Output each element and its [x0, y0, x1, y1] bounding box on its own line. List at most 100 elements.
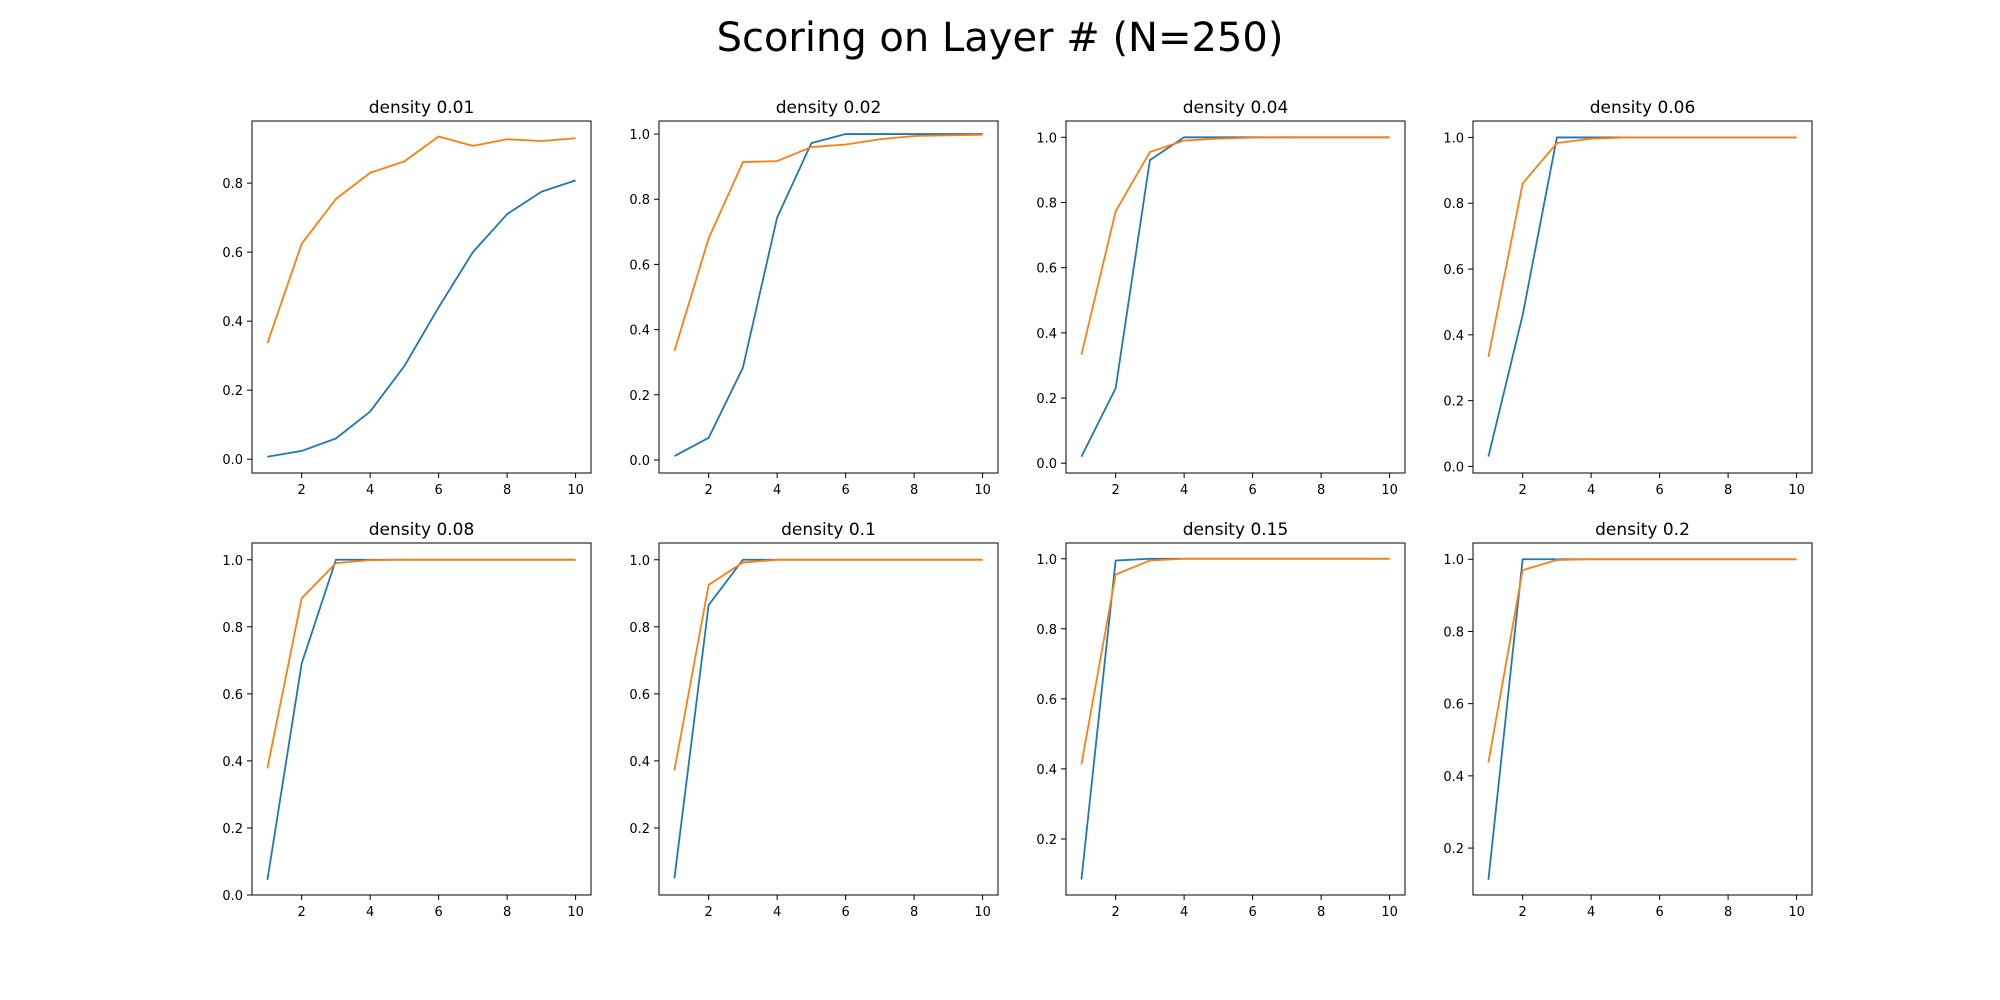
y-tick-label: 1.0 — [1443, 553, 1464, 568]
y-tick-label: 0.2 — [629, 822, 650, 837]
subplot-title: density 0.01 — [369, 98, 475, 118]
y-tick-label: 1.0 — [629, 128, 650, 143]
axes-frame — [658, 120, 999, 474]
subplot-grid: density 0.01 2 4 6 8 10 0.0 0.2 0.4 0.6 0.8 density… — [222, 98, 1813, 920]
y-tick-label: 0.8 — [629, 621, 650, 636]
series-line-1 — [1080, 557, 1390, 765]
x-tick-label: 10 — [1381, 483, 1398, 498]
subplot-panel: density 0.04 2 4 6 8 10 0.0 0.2 0.4 0.6 0.8 1.0 — [1036, 98, 1406, 498]
y-tick-label: 1.0 — [222, 554, 243, 569]
subplot-panel: density 0.15 2 4 6 8 10 0.2 0.4 0.6 0.8 1.0 — [1036, 520, 1406, 920]
x-tick-label: 10 — [974, 483, 991, 498]
x-tick-label: 4 — [1180, 905, 1188, 920]
y-tick-label: 0.2 — [222, 822, 243, 837]
x-tick-label: 8 — [1724, 905, 1732, 920]
subplot-panel: density 0.01 2 4 6 8 10 0.0 0.2 0.4 0.6 0.8 — [222, 98, 592, 498]
y-tick-label: 0.4 — [629, 324, 650, 339]
series-line-1 — [673, 558, 983, 771]
y-tick-label: 0.4 — [629, 755, 650, 770]
y-tick-label: 0.6 — [1036, 693, 1057, 708]
y-tick-label: 0.6 — [222, 246, 243, 261]
x-tick-label: 8 — [1724, 483, 1732, 498]
x-tick-label: 10 — [974, 905, 991, 920]
x-tick-label: 2 — [705, 905, 713, 920]
y-tick-label: 0.2 — [1036, 392, 1057, 407]
y-tick-label: 1.0 — [1443, 131, 1464, 146]
y-tick-label: 0.8 — [222, 621, 243, 636]
x-tick-label: 10 — [567, 483, 584, 498]
y-tick-label: 0.2 — [629, 389, 650, 404]
series-line-0 — [673, 558, 983, 879]
subplot-title: density 0.04 — [1183, 98, 1289, 118]
y-tick-label: 0.2 — [222, 384, 243, 399]
y-tick-label: 0.2 — [1443, 395, 1464, 410]
y-tick-label: 0.6 — [629, 258, 650, 273]
y-tick-label: 0.6 — [1036, 262, 1057, 277]
x-tick-label: 6 — [841, 483, 849, 498]
axes-frame — [1472, 542, 1813, 896]
x-tick-label: 6 — [841, 905, 849, 920]
series-line-0 — [673, 133, 983, 457]
subplot-title: density 0.2 — [1595, 520, 1690, 540]
x-tick-label: 8 — [910, 483, 918, 498]
y-tick-label: 0.4 — [222, 315, 243, 330]
y-tick-label: 1.0 — [1036, 553, 1057, 568]
x-tick-label: 6 — [1248, 483, 1256, 498]
x-tick-label: 2 — [1519, 483, 1527, 498]
series-line-1 — [1487, 136, 1797, 358]
y-tick-label: 0.6 — [629, 688, 650, 703]
series-line-0 — [1487, 558, 1797, 880]
series-line-1 — [1080, 136, 1390, 355]
y-tick-label: 0.0 — [222, 889, 243, 904]
series-line-1 — [673, 133, 983, 352]
x-tick-label: 2 — [298, 483, 306, 498]
y-tick-label: 0.2 — [1443, 842, 1464, 857]
x-tick-label: 6 — [1248, 905, 1256, 920]
x-tick-label: 6 — [434, 905, 442, 920]
x-tick-label: 10 — [1381, 905, 1398, 920]
subplot-title: density 0.02 — [776, 98, 882, 118]
series-line-0 — [267, 179, 576, 458]
subplot-title: density 0.15 — [1183, 520, 1289, 540]
x-tick-label: 6 — [1655, 905, 1663, 920]
figure-title: Scoring on Layer # (N=250) — [717, 15, 1284, 61]
x-tick-label: 2 — [1112, 483, 1120, 498]
y-tick-label: 0.4 — [1036, 327, 1057, 342]
y-tick-label: 0.8 — [222, 177, 243, 192]
y-tick-label: 0.4 — [1443, 770, 1464, 785]
x-tick-label: 4 — [1587, 905, 1595, 920]
axes-frame — [1065, 542, 1406, 896]
y-tick-label: 0.8 — [1443, 197, 1464, 212]
x-tick-label: 2 — [1112, 905, 1120, 920]
x-tick-label: 6 — [434, 483, 442, 498]
x-tick-label: 8 — [503, 483, 511, 498]
series-line-0 — [1487, 136, 1797, 457]
y-tick-label: 1.0 — [1036, 131, 1057, 146]
x-tick-label: 10 — [567, 905, 584, 920]
x-tick-label: 4 — [773, 483, 781, 498]
y-tick-label: 0.0 — [222, 453, 243, 468]
x-tick-label: 4 — [1587, 483, 1595, 498]
x-tick-label: 10 — [1788, 905, 1805, 920]
x-tick-label: 10 — [1788, 483, 1805, 498]
x-tick-label: 2 — [705, 483, 713, 498]
y-tick-label: 1.0 — [629, 554, 650, 569]
subplot-panel: density 0.1 2 4 6 8 10 0.2 0.4 0.6 0.8 1.0 — [629, 520, 999, 920]
x-tick-label: 8 — [1317, 483, 1325, 498]
y-tick-label: 0.8 — [629, 193, 650, 208]
series-line-1 — [266, 135, 576, 344]
subplot-title: density 0.06 — [1590, 98, 1696, 118]
subplot-title: density 0.08 — [369, 520, 475, 540]
x-tick-label: 8 — [910, 905, 918, 920]
y-tick-label: 0.4 — [222, 755, 243, 770]
series-line-1 — [1487, 558, 1797, 763]
y-tick-label: 0.0 — [1443, 460, 1464, 475]
series-line-0 — [1080, 557, 1390, 880]
axes-frame — [1065, 120, 1406, 474]
axes-frame — [658, 542, 999, 896]
x-tick-label: 2 — [298, 905, 306, 920]
y-tick-label: 0.0 — [629, 454, 650, 469]
x-tick-label: 4 — [366, 905, 374, 920]
series-line-0 — [1080, 136, 1390, 458]
